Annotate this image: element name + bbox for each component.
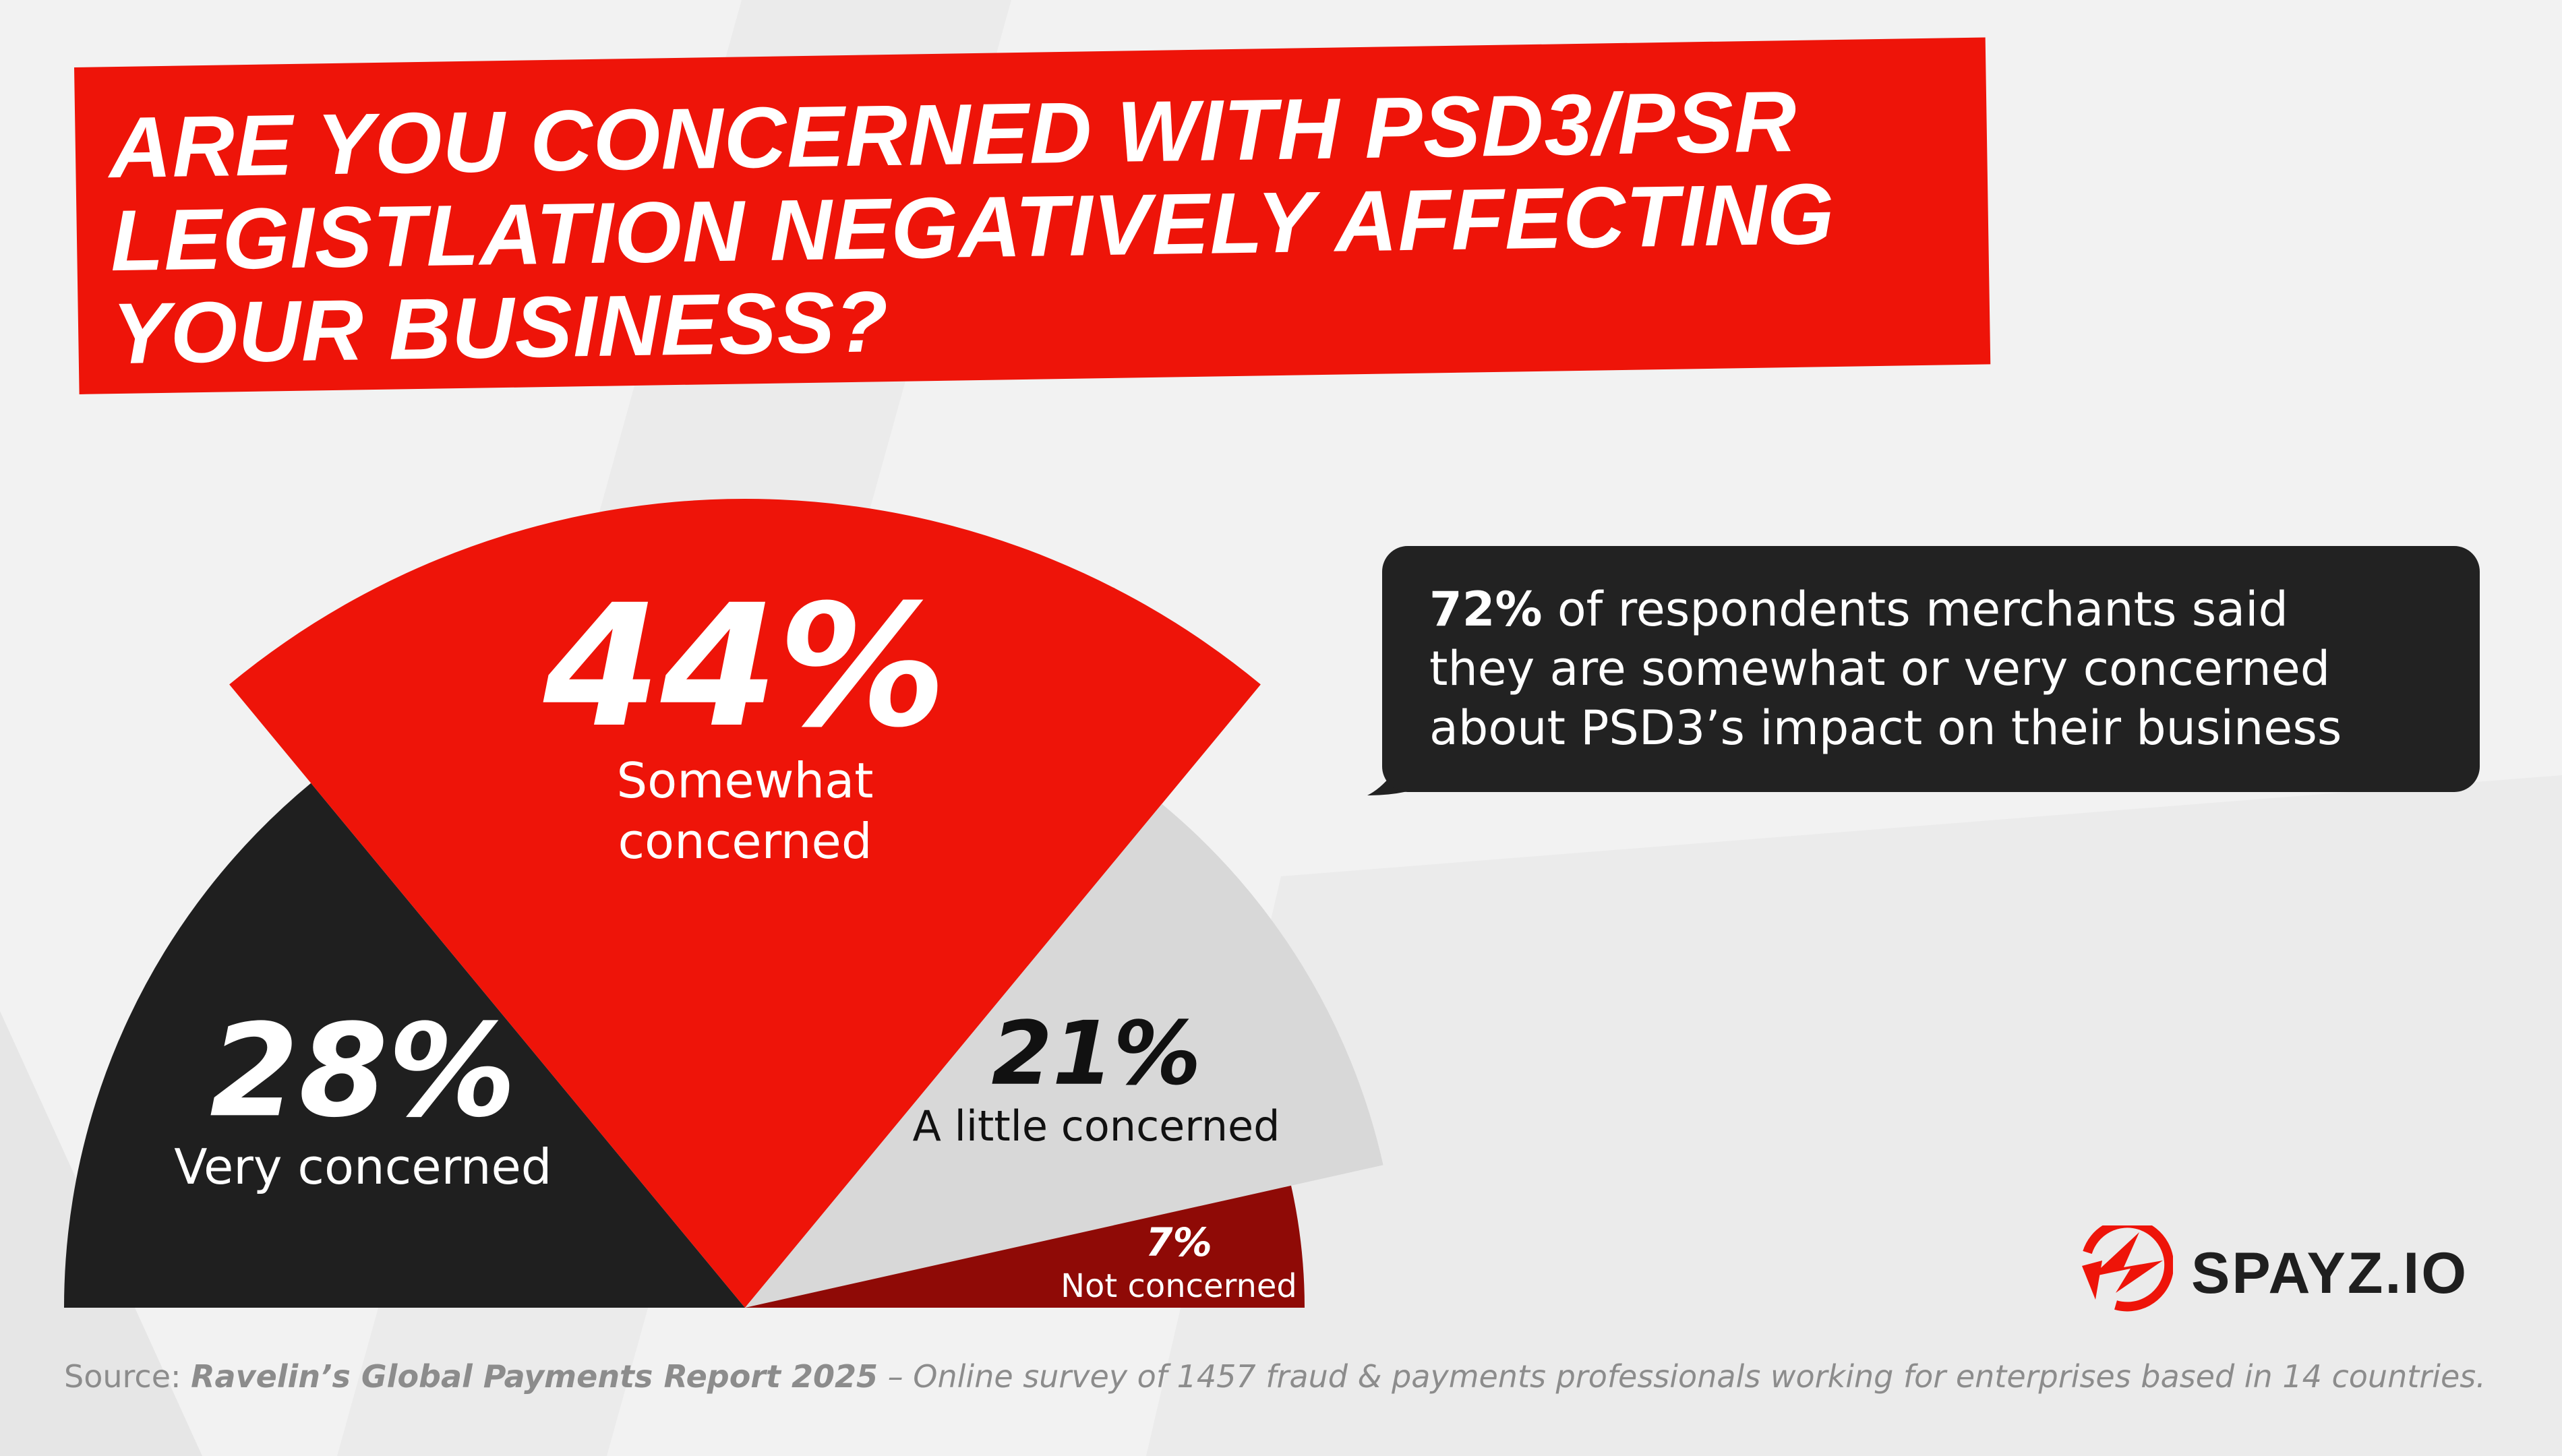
spayz-logo-mark-icon [2082, 1225, 2173, 1312]
slice-category-label: A little concerned [912, 1101, 1280, 1151]
slice-value-label: 28% [210, 996, 516, 1145]
callout-line-1: 72% of respondents merchants said [1429, 580, 2439, 639]
callout-line-3: about PSD3’s impact on their business [1429, 700, 2342, 756]
slice-value-label: 44% [543, 568, 947, 764]
brand-name: SPAYZ.IO [2191, 1241, 2469, 1306]
source-label: Source: [64, 1358, 191, 1395]
source-note: Source: Ravelin’s Global Payments Report… [64, 1358, 2486, 1395]
slice-category-label: concerned [618, 813, 872, 870]
spayz-logo: SPAYZ.IO [2075, 1225, 2493, 1313]
slice-category-label: Somewhat [616, 752, 873, 809]
callout-line-2: they are somewhat or very concerned [1429, 641, 2331, 696]
source-description: – Online survey of 1457 fraud & payments… [878, 1358, 2486, 1395]
pie-slice-very-concerned [64, 783, 745, 1308]
pie-slice-somewhat-concerned [229, 499, 1261, 1308]
pie-slice-a-little-concerned [745, 803, 1383, 1308]
slice-value-label: 21% [991, 1002, 1201, 1105]
callout-line-1-text: of respondents merchants said [1542, 582, 2288, 637]
slice-value-label: 7% [1145, 1219, 1212, 1265]
source-reference: Ravelin’s Global Payments Report 2025 [191, 1358, 878, 1395]
callout-highlight: 72% [1429, 582, 1543, 637]
slice-category-label: Not concerned [1061, 1267, 1297, 1305]
slice-category-label: Very concerned [174, 1139, 552, 1195]
callout-bubble: 72% of respondents merchants said they a… [1382, 546, 2480, 792]
pie-slice-not-concerned [745, 1185, 1305, 1308]
